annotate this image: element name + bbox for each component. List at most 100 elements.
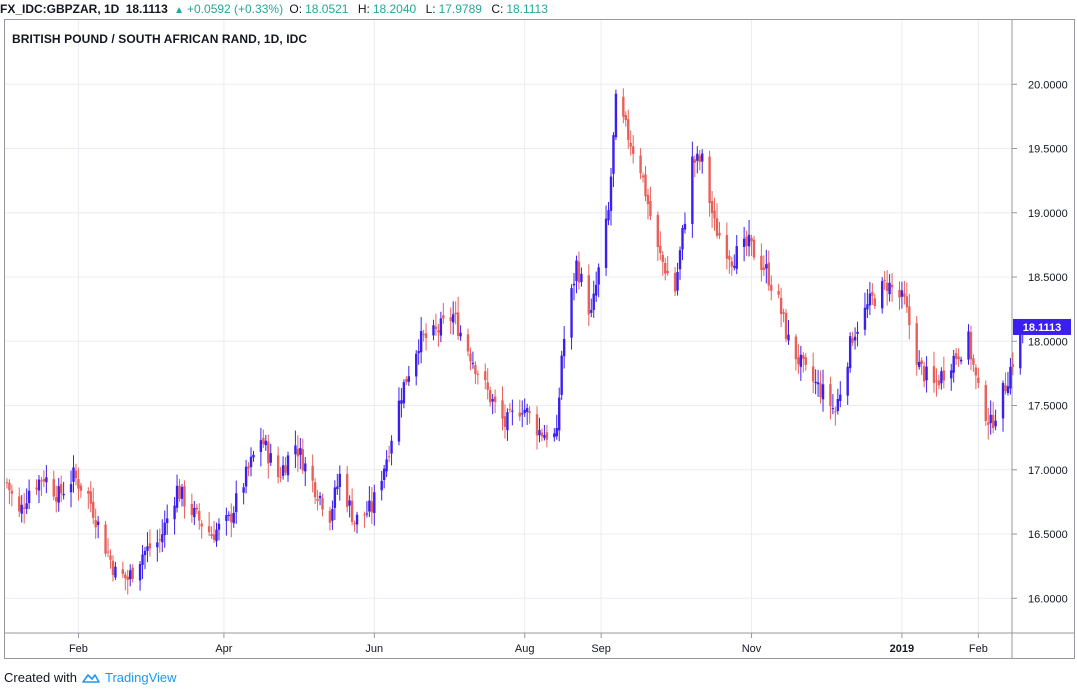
symbol-label[interactable]: FX_IDC:GBPZAR, 1D	[0, 2, 120, 16]
candle	[624, 111, 627, 127]
candle	[212, 521, 216, 543]
candle	[967, 324, 970, 365]
candle	[908, 293, 911, 340]
candle	[165, 504, 169, 535]
candle	[466, 328, 470, 357]
candle	[661, 251, 664, 276]
candle	[503, 404, 507, 439]
high-label: H:	[357, 2, 370, 16]
candle	[678, 246, 682, 280]
candle	[459, 325, 462, 341]
candle	[74, 463, 78, 486]
candle	[701, 149, 704, 174]
candle	[851, 331, 854, 347]
candle	[178, 479, 181, 502]
candle	[442, 302, 445, 324]
close-label: C:	[491, 2, 504, 16]
candle	[296, 435, 300, 472]
candle	[991, 401, 995, 434]
candle	[121, 561, 125, 578]
candle	[972, 354, 975, 372]
candle	[735, 234, 738, 275]
candle	[742, 226, 746, 262]
candle	[898, 281, 901, 311]
candle	[681, 225, 684, 260]
candle	[156, 529, 159, 562]
candle	[486, 368, 489, 400]
candle	[380, 470, 383, 501]
candle	[104, 520, 107, 557]
candle	[614, 89, 618, 140]
candle	[281, 456, 285, 480]
candle	[977, 367, 980, 388]
candle	[353, 520, 356, 532]
close-value: C: 18.1113	[491, 2, 548, 16]
up-arrow-icon: ▲	[174, 5, 184, 16]
candle	[390, 435, 393, 466]
candle	[782, 308, 785, 323]
candle	[276, 446, 280, 484]
candle	[829, 376, 832, 420]
candle	[434, 313, 438, 336]
candle	[89, 481, 92, 513]
candle	[656, 211, 660, 261]
candle	[575, 255, 578, 294]
x-tick-label: Sep	[591, 643, 611, 655]
candle	[175, 474, 179, 513]
candle	[217, 518, 221, 541]
candle	[419, 317, 423, 364]
open-label: O:	[289, 2, 303, 16]
x-tick-label: Feb	[69, 643, 88, 655]
candle	[20, 495, 23, 523]
tradingview-cloud-icon	[82, 673, 100, 683]
candle	[235, 480, 238, 524]
candle	[25, 488, 28, 514]
candle	[693, 155, 697, 178]
candle	[415, 349, 418, 386]
candle	[259, 427, 263, 467]
candle	[488, 386, 492, 407]
candle	[915, 315, 918, 376]
candle	[158, 528, 161, 553]
candle	[432, 319, 435, 341]
candle	[451, 301, 455, 335]
candle	[597, 263, 600, 298]
candle	[866, 289, 869, 319]
candle	[937, 374, 941, 390]
candle	[193, 500, 196, 526]
candle	[5, 478, 9, 489]
candle	[10, 484, 14, 507]
candle	[543, 425, 546, 441]
candle	[1006, 371, 1010, 396]
y-tick-label: 18.5000	[1028, 272, 1068, 284]
candle	[900, 281, 904, 309]
candle	[402, 379, 406, 409]
candle	[338, 465, 341, 501]
candle	[644, 166, 647, 202]
chart-title: BRITISH POUND / SOUTH AFRICAN RAND, 1D, …	[12, 32, 308, 46]
candle	[286, 451, 290, 482]
candle	[646, 188, 650, 220]
candle	[345, 465, 349, 513]
candle	[612, 132, 615, 188]
candle	[770, 275, 773, 301]
candle	[373, 484, 376, 526]
tradingview-brand[interactable]: TradingView	[104, 670, 177, 685]
candle	[752, 235, 756, 261]
candle	[55, 485, 58, 513]
candle	[508, 403, 512, 413]
candle	[180, 483, 184, 507]
candle	[940, 367, 943, 390]
candle	[59, 475, 63, 502]
symbol-header: FX_IDC:GBPZAR, 1D 18.1113 ▲ +0.0592 (+0.3…	[0, 0, 1077, 18]
candle	[523, 398, 526, 417]
open-value: O: 18.0521	[289, 2, 349, 16]
candle	[767, 250, 770, 291]
candle	[131, 564, 134, 583]
candle	[856, 321, 859, 347]
candle	[267, 434, 270, 479]
chart-frame[interactable]	[4, 19, 1075, 659]
candle	[535, 406, 539, 450]
candle	[247, 462, 250, 477]
